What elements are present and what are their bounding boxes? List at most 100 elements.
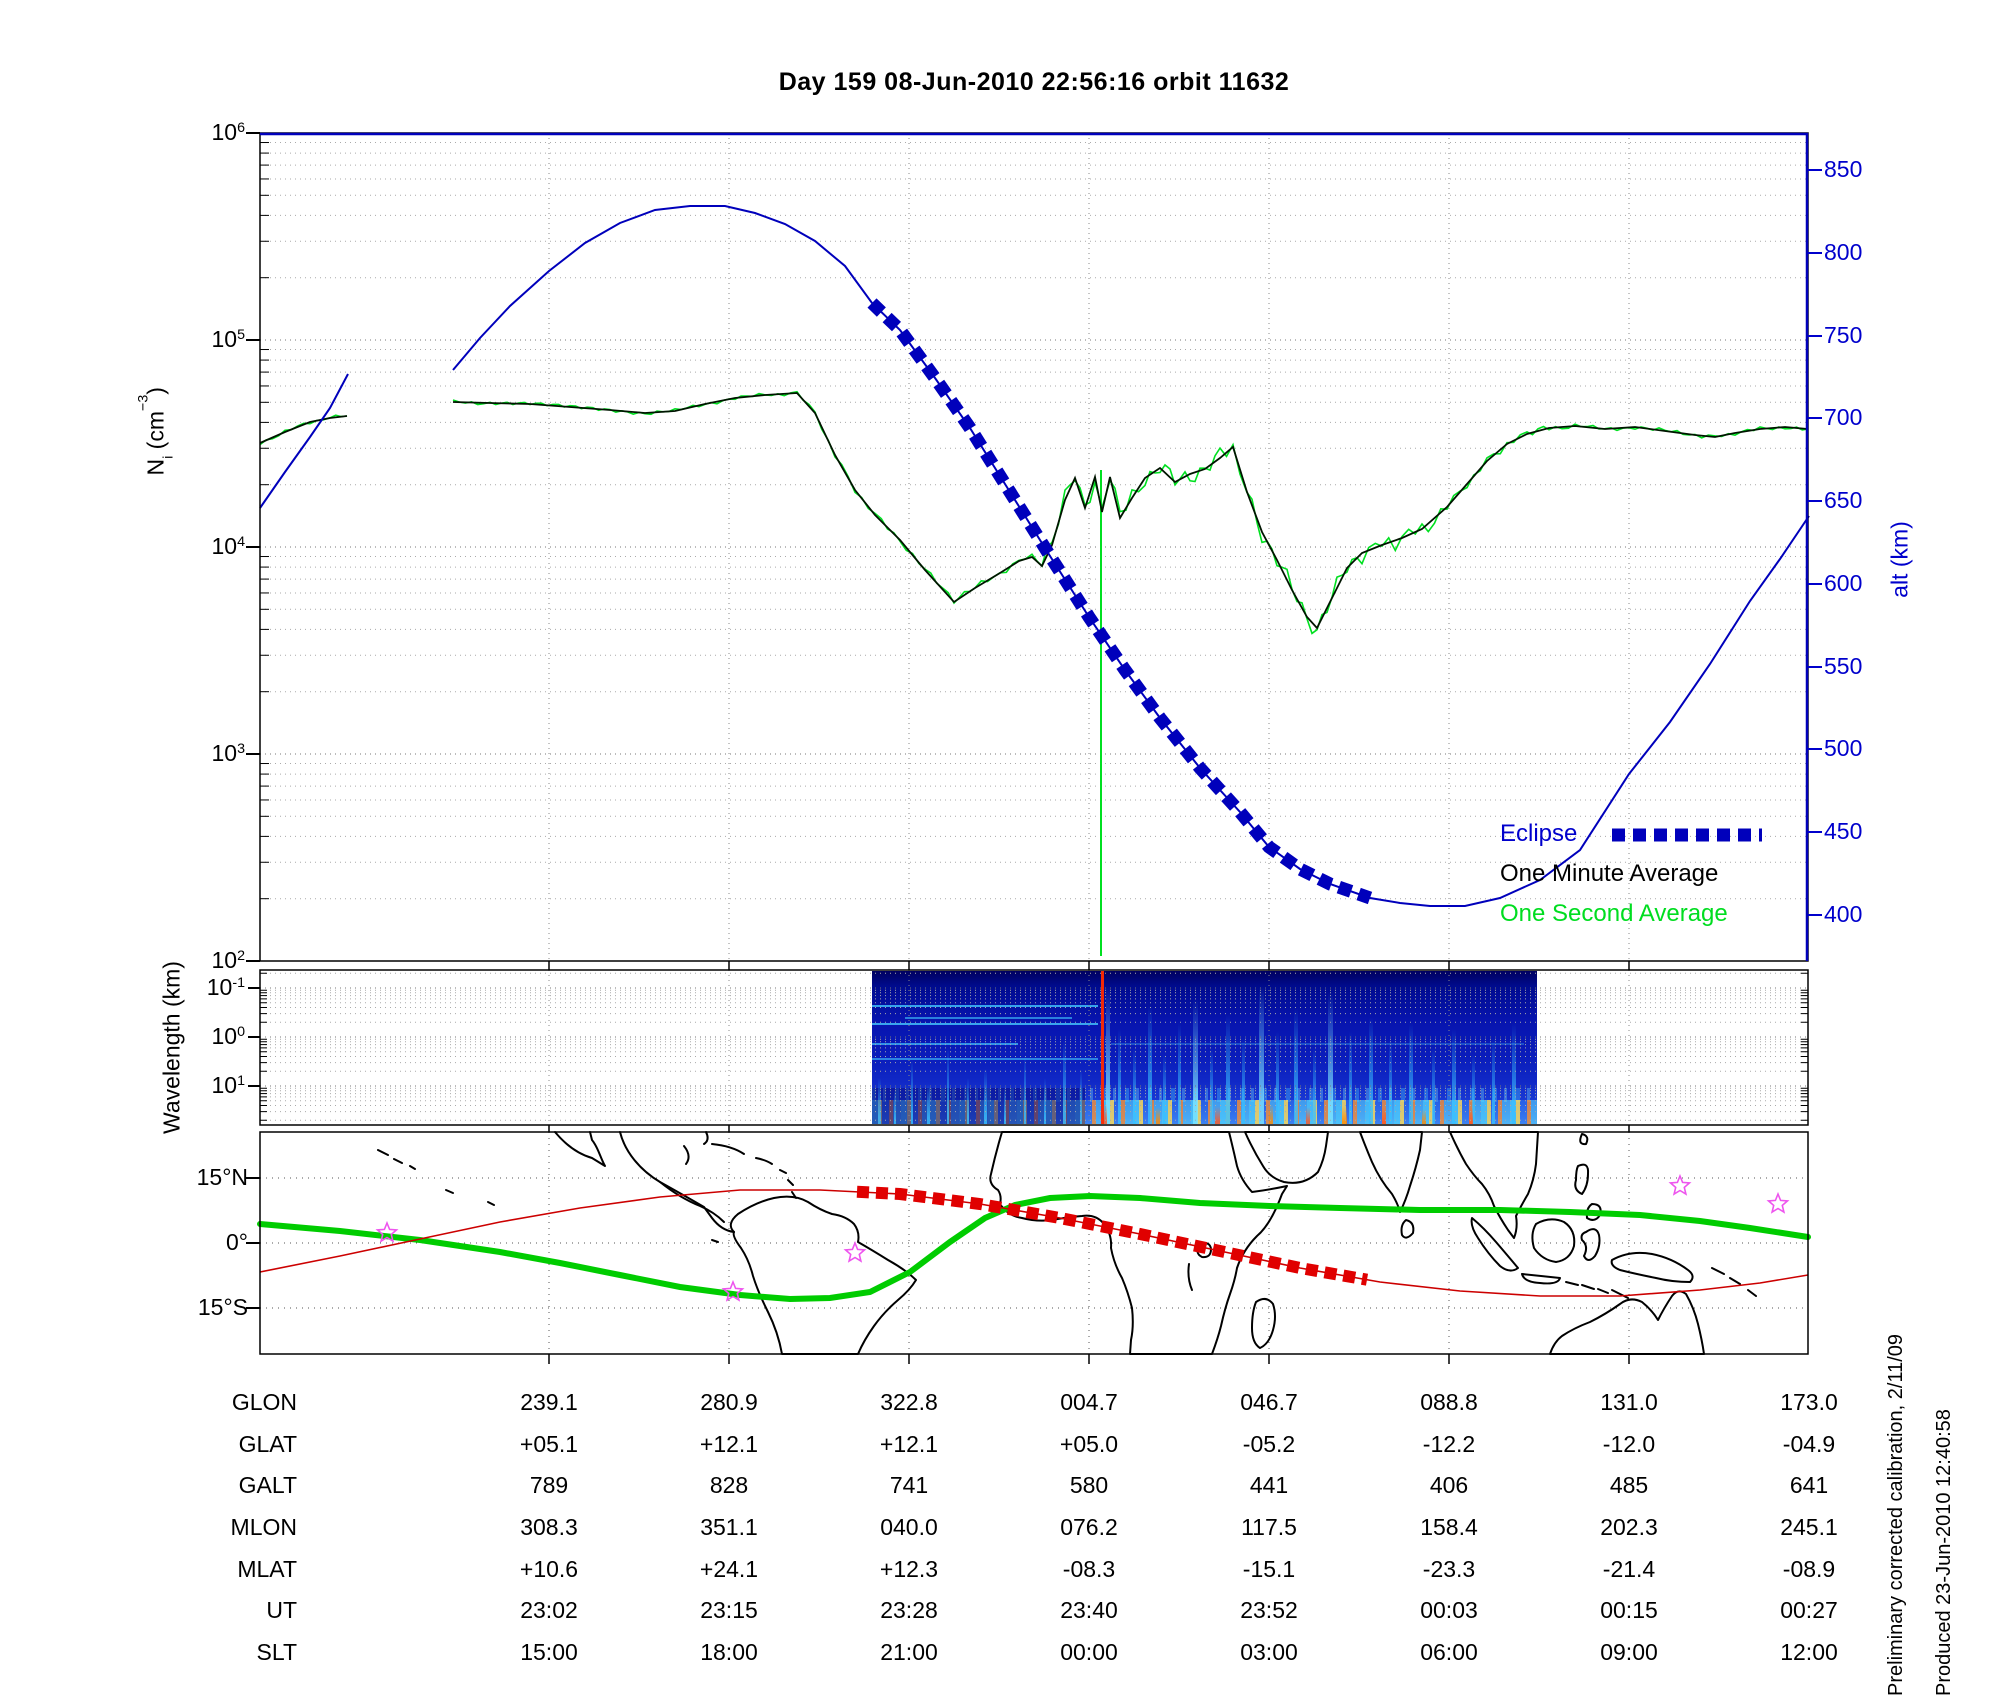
coastline xyxy=(1610,1251,1694,1283)
altitude-curve xyxy=(259,373,349,509)
coastline xyxy=(1531,1218,1576,1263)
alt-ytick-label: 600 xyxy=(1824,570,1863,596)
spectrogram-streak xyxy=(910,1059,913,1124)
spectrogram-dim-overlay xyxy=(872,1088,1085,1124)
spectrogram-streak xyxy=(1023,1055,1026,1124)
coastline xyxy=(1580,1228,1601,1261)
table-cell: +12.3 xyxy=(879,1556,939,1582)
table-cell: 15:00 xyxy=(520,1639,578,1665)
spectrogram-streak xyxy=(894,1090,897,1124)
wavelength-ytick-label: 101 xyxy=(211,1072,245,1098)
spectrogram-streak xyxy=(1341,1105,1347,1124)
table-cell: 117.5 xyxy=(1241,1514,1297,1540)
coastline xyxy=(1565,1281,1629,1299)
table-cell: 00:03 xyxy=(1420,1597,1478,1623)
top-ytick-label: 103 xyxy=(211,740,245,766)
table-cell: 00:00 xyxy=(1060,1639,1118,1665)
table-cell: +24.1 xyxy=(699,1556,759,1582)
wavelength-spectrogram-plot xyxy=(248,969,1809,1135)
table-cell: 789 xyxy=(529,1472,569,1498)
table-cell: 741 xyxy=(889,1472,929,1498)
table-cell: 23:40 xyxy=(1060,1597,1118,1623)
top-ytick-label: 106 xyxy=(211,119,245,145)
spectrogram-streak xyxy=(1389,1039,1393,1124)
table-cell: 245.1 xyxy=(1780,1514,1838,1540)
table-cell: 308.3 xyxy=(520,1514,578,1540)
table-cell: 239.1 xyxy=(520,1389,578,1415)
alt-ytick-label: 500 xyxy=(1824,735,1863,761)
spectrogram-red-line xyxy=(1100,971,1104,1124)
coastline xyxy=(1470,1217,1519,1272)
table-row-label-glat: GLAT xyxy=(238,1431,297,1457)
ground-track xyxy=(259,1189,1809,1297)
spectrogram-streak xyxy=(1193,998,1199,1124)
table-cell: -04.9 xyxy=(1782,1431,1836,1457)
coastline xyxy=(1449,1131,1539,1239)
coastline xyxy=(445,1189,495,1206)
table-cell: 040.0 xyxy=(880,1514,938,1540)
wavelength-ytick-label: 100 xyxy=(211,1023,245,1049)
ground-track-map xyxy=(246,1131,1811,1364)
top-y-axis-label: Ni (cm−3) xyxy=(135,387,177,476)
table-cell: +12.1 xyxy=(699,1431,759,1457)
coastline xyxy=(1251,1298,1276,1349)
table-cell: 580 xyxy=(1069,1472,1109,1498)
table-cell: +05.1 xyxy=(519,1431,579,1457)
star-marker xyxy=(721,1279,745,1302)
spectrogram-horizontal-streak xyxy=(872,1023,1099,1026)
spectrogram-streak xyxy=(1155,1107,1160,1124)
table-cell: 076.2 xyxy=(1060,1514,1118,1540)
top-ytick-label: 105 xyxy=(211,326,245,352)
coastline xyxy=(377,1149,416,1170)
spectrogram-streak xyxy=(1215,1105,1221,1124)
spectrogram-image xyxy=(872,971,1537,1124)
calibration-note: Preliminary corrected calibration, 2/11/… xyxy=(1885,1333,1907,1696)
table-row-label-mlon: MLON xyxy=(230,1514,297,1540)
table-cell: 441 xyxy=(1249,1472,1289,1498)
table-row-label-slt: SLT xyxy=(256,1639,297,1665)
table-cell: -12.0 xyxy=(1602,1431,1656,1457)
spectrogram-horizontal-streak xyxy=(905,1016,1072,1019)
table-cell: -15.1 xyxy=(1242,1556,1296,1582)
alt-ytick-label: 400 xyxy=(1824,901,1863,927)
table-row-label-mlat: MLAT xyxy=(237,1556,297,1582)
spectrogram-streak xyxy=(1209,1047,1213,1124)
map-svg xyxy=(246,1131,1811,1364)
table-cell: 485 xyxy=(1609,1472,1649,1498)
spectrogram-streak xyxy=(1451,1029,1456,1124)
produced-note: Produced 23-Jun-2010 12:40:58 xyxy=(1933,1409,1955,1696)
spectrogram-streak xyxy=(1408,1023,1413,1124)
table-cell: 23:52 xyxy=(1240,1597,1298,1623)
alt-ytick-label: 750 xyxy=(1824,322,1863,348)
table-cell: +12.1 xyxy=(879,1431,939,1457)
alt-ytick-label: 550 xyxy=(1824,653,1863,679)
spectrogram-streak xyxy=(1269,1104,1273,1124)
alt-ytick-label: 650 xyxy=(1824,487,1863,513)
table-cell: 004.7 xyxy=(1060,1389,1118,1415)
spectrogram-streak xyxy=(1468,1107,1473,1124)
spectrogram-streak xyxy=(1492,1038,1496,1124)
spectrogram-streak xyxy=(1241,1038,1245,1124)
spectrogram-streak xyxy=(1368,1016,1373,1124)
table-cell: 00:27 xyxy=(1780,1597,1838,1623)
table-cell: 23:28 xyxy=(880,1597,938,1623)
table-cell: 23:15 xyxy=(700,1597,758,1623)
spectrogram-streak xyxy=(1472,1053,1476,1124)
density-altitude-plot xyxy=(246,132,1822,974)
spectrogram-streak xyxy=(1043,1078,1046,1124)
table-cell: -21.4 xyxy=(1602,1556,1656,1582)
spectrogram-horizontal-streak xyxy=(1111,1042,1524,1045)
table-row-label-glon: GLON xyxy=(231,1389,297,1415)
coastline xyxy=(1521,1273,1561,1285)
wavelength-ytick-label: 10-1 xyxy=(206,974,245,1000)
table-cell: -08.3 xyxy=(1062,1556,1116,1582)
top-ytick-label: 104 xyxy=(211,533,245,559)
table-cell: 406 xyxy=(1429,1472,1469,1498)
spectrogram-streak xyxy=(1305,1107,1310,1124)
table-cell: -08.9 xyxy=(1782,1556,1836,1582)
spectrogram-streak xyxy=(947,1047,950,1124)
spectrogram-streak xyxy=(1432,1047,1436,1124)
table-cell: 280.9 xyxy=(700,1389,758,1415)
coastline xyxy=(1244,1131,1329,1184)
